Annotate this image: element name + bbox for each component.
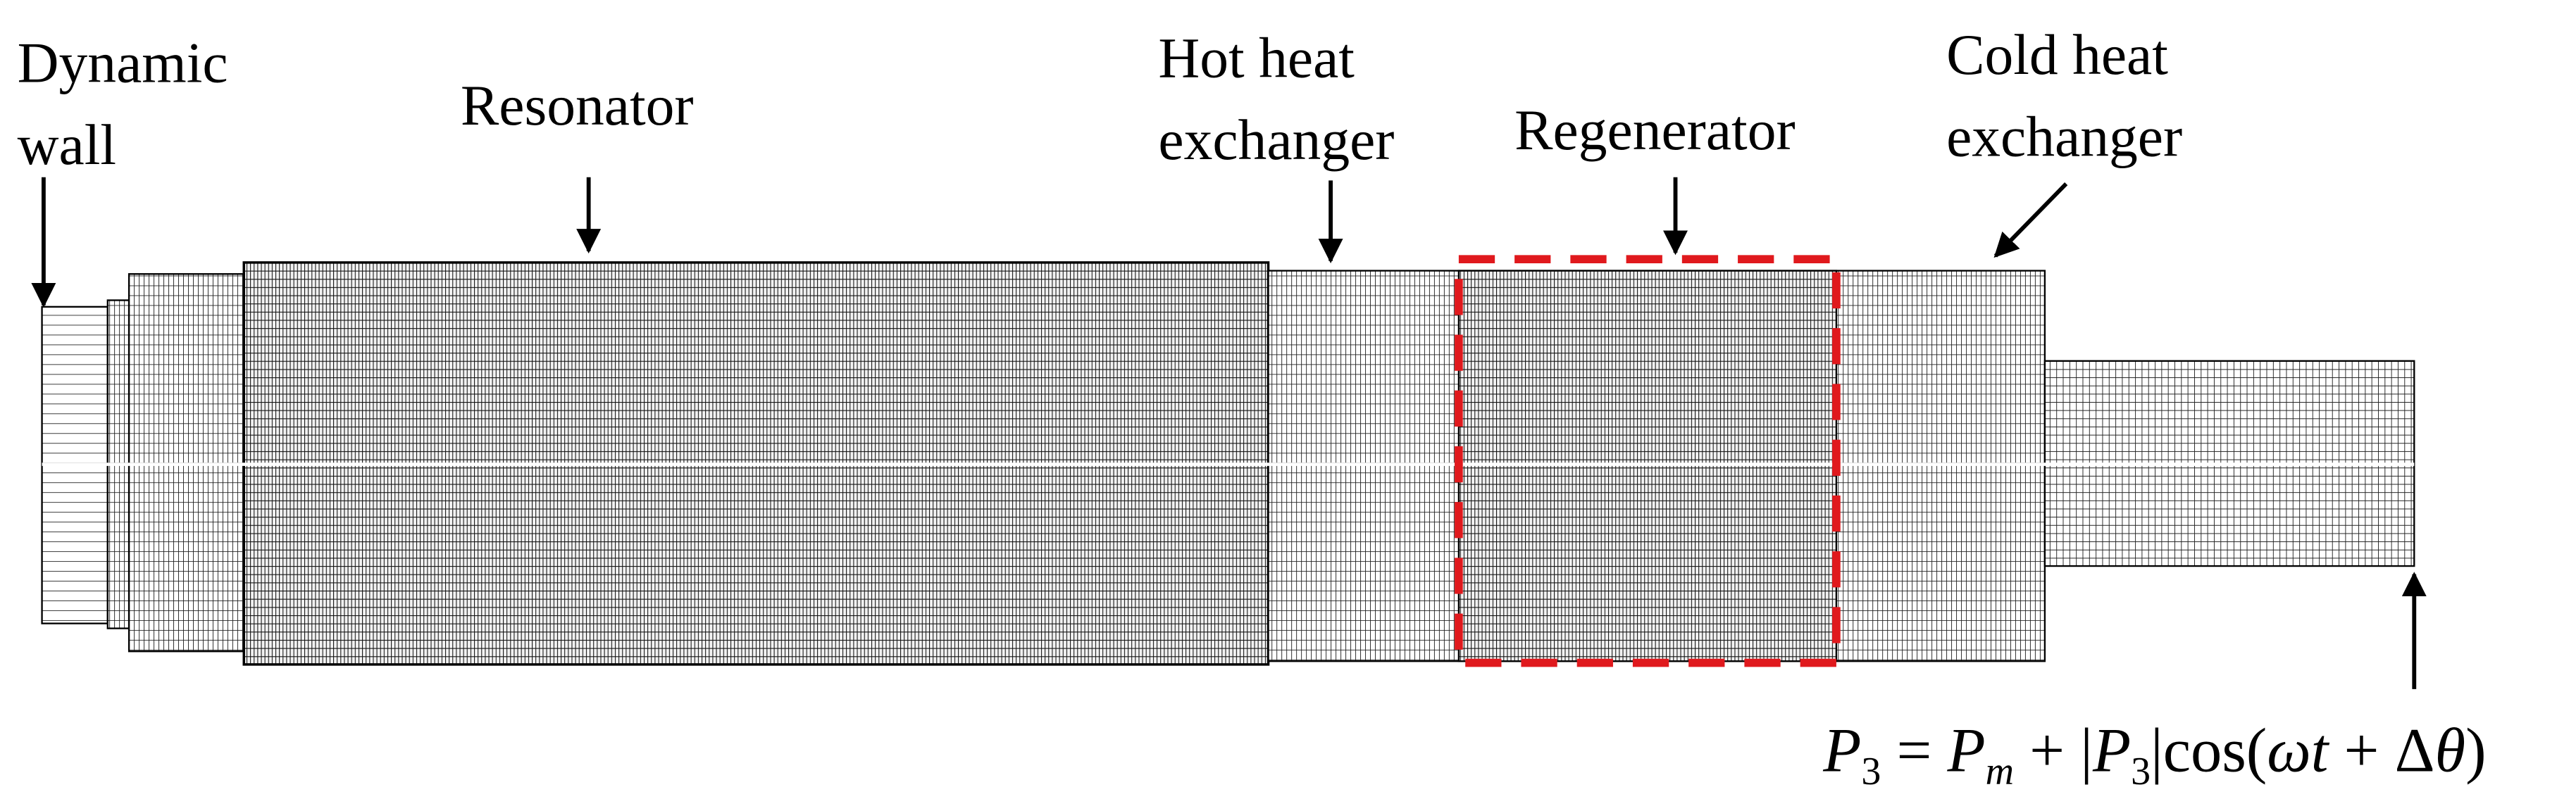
eq-part: |cos( [2151, 716, 2267, 785]
eq-part: P [1947, 716, 1986, 785]
label: Resonator [461, 73, 694, 137]
eq-part: = [1881, 716, 1947, 785]
label: exchanger [1158, 108, 1394, 172]
eq-part: ) [2465, 716, 2487, 785]
eq-part: + | [2014, 716, 2093, 785]
label: exchanger [1946, 104, 2182, 168]
label: Regenerator [1514, 98, 1796, 162]
label: Dynamic [18, 31, 228, 95]
eq-part: 3 [2131, 750, 2151, 793]
eq-part: ωt [2267, 716, 2330, 785]
eq-part: P [1822, 716, 1861, 785]
label: wall [18, 113, 116, 177]
mesh [41, 261, 2415, 666]
equation: P3 = Pm + |P3|cos(ωt + Δθ) [1822, 716, 2486, 793]
highlight-box [1455, 255, 1841, 667]
eq-part: m [1986, 750, 2014, 793]
eq-part: P [2092, 716, 2131, 785]
label: Cold heat [1946, 23, 2168, 87]
eq-part: θ [2435, 716, 2466, 785]
label: Hot heat [1158, 26, 1355, 90]
arrows [31, 177, 2427, 689]
eq-part: + Δ [2328, 716, 2434, 785]
eq-part: 3 [1861, 750, 1881, 793]
